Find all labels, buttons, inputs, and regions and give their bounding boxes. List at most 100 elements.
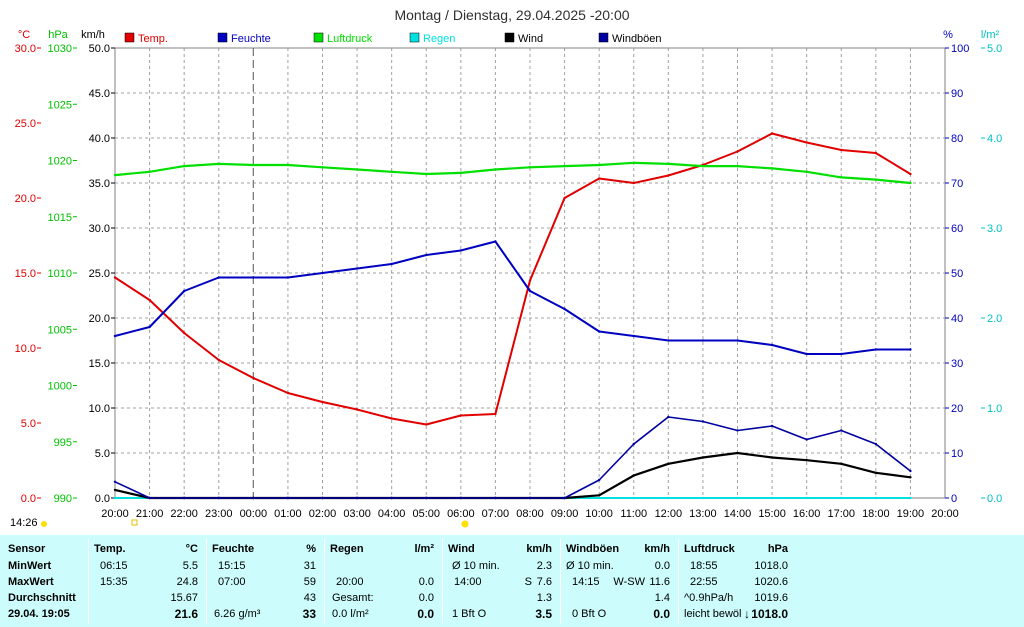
wind-legend-label: Wind: [518, 33, 543, 45]
press-line: [114, 161, 911, 185]
gust-max-value: 11.6: [649, 576, 670, 588]
hum-point: [252, 276, 255, 279]
wind-legend-swatch: [504, 32, 515, 43]
temp-tick-label: 15.0: [15, 268, 36, 280]
hum-point: [148, 325, 151, 329]
hum-point: [528, 289, 532, 293]
press-legend-swatch: [313, 32, 324, 43]
press-tick-label: 1025: [48, 99, 72, 111]
rain-tick-label: 3.0: [987, 223, 1002, 235]
wind-tick-label: 50.0: [89, 43, 110, 55]
gust-point: [355, 496, 359, 500]
rain-max-value: 0.0: [418, 576, 434, 588]
press-point: [736, 164, 739, 168]
rain-tick-label: 0.0: [987, 493, 1002, 505]
press-min-time: 18:55: [690, 560, 718, 572]
row-label-current: 29.04. 19:05: [8, 608, 70, 620]
rain-legend-label: Regen: [423, 33, 455, 45]
x-tick-label: 10:00: [585, 508, 613, 520]
press-tick-label: 1000: [48, 381, 72, 393]
temp-legend-swatch: [124, 32, 135, 43]
hum-point: [805, 352, 808, 356]
rain-legend-swatch: [409, 32, 420, 43]
row-label-avg: Durchschnitt: [8, 592, 76, 604]
temp-column: Temp. °C 06:15 5.5 15:35 24.8 15.67 21.6: [92, 535, 204, 627]
gust-legend-label: Windböen: [612, 33, 662, 45]
x-tick-label: 20:00: [101, 508, 129, 520]
x-tick-label: 04:00: [378, 508, 406, 520]
hum-tick-label: 70: [951, 178, 963, 190]
x-tick-label: 12:00: [655, 508, 683, 520]
hum-column: Feuchte % 15:15 31 07:00 59 43 6.26 g/m³…: [210, 535, 322, 627]
sunset-marker-icon: [131, 519, 138, 526]
wind-tick-label: 35.0: [89, 178, 110, 190]
gust-point: [770, 424, 774, 428]
x-tick-label: 20:00: [931, 508, 959, 520]
press-point: [667, 162, 670, 166]
hum-current-abs: 6.26 g/m³: [214, 608, 261, 620]
hum-min-time: 15:15: [218, 560, 246, 572]
press-point: [563, 164, 566, 168]
gust-point: [148, 496, 151, 500]
rain-point: [667, 496, 670, 500]
header-hum: Feuchte: [212, 543, 255, 555]
sun-note: 14:26: [10, 517, 38, 529]
press-point: [840, 176, 843, 179]
x-tick-label: 00:00: [240, 508, 268, 520]
wind-column: Wind km/h Ø 10 min. 2.3 14:00 S 7.6 1.3 …: [446, 535, 558, 627]
wind-tick-label: 15.0: [89, 358, 110, 370]
gust-point: [321, 496, 324, 500]
press-point: [113, 173, 117, 177]
press-point: [286, 163, 290, 167]
gust-point: [217, 496, 220, 500]
x-tick-label: 11:00: [620, 508, 647, 520]
hum-point: [286, 276, 290, 279]
sunrise-icon: [461, 520, 469, 528]
hum-min-value: 31: [303, 560, 316, 572]
temp-point: [597, 177, 601, 180]
x-tick-label: 19:00: [897, 508, 925, 520]
temp-point: [252, 376, 255, 380]
wind-tick-label: 30.0: [89, 223, 110, 235]
header-gust: Windböen: [566, 543, 620, 555]
hum-max-value: 59: [303, 576, 316, 588]
hum-point: [321, 271, 324, 275]
column-divider: [560, 538, 561, 624]
left-axes: 30.0 25.0 20.0 15.0 10.0 5.0 0.0 1030 1025 1020 10…: [15, 43, 115, 505]
hum-point: [182, 289, 186, 293]
hum-series: [113, 240, 912, 356]
wind-point: [736, 451, 739, 455]
wind-max-value: 7.6: [536, 576, 552, 588]
temp-max-value: 24.8: [176, 576, 198, 588]
hum-tick-label: 100: [951, 43, 969, 55]
temp-current-value: 21.6: [174, 607, 198, 621]
wind-point: [770, 456, 774, 459]
hum-avg-value: 43: [303, 592, 316, 604]
hum-legend-label: Feuchte: [231, 33, 271, 45]
rain-point: [805, 496, 808, 500]
wind-point: [701, 456, 705, 459]
wind-point: [909, 476, 912, 479]
hum-unit-label: %: [943, 29, 953, 41]
gust-avg-value: 1.4: [654, 592, 670, 604]
press-point: [597, 163, 601, 167]
temp-tick-label: 25.0: [15, 118, 36, 130]
press-avg-value: 1019.6: [754, 592, 788, 604]
rain-current-rate: 0.0 l/m²: [332, 608, 369, 620]
temp-point: [494, 412, 497, 416]
gust-point: [390, 496, 393, 500]
x-tick-label: 07:00: [482, 508, 510, 520]
temp-point: [182, 331, 186, 335]
x-tick-label: 01:00: [274, 508, 302, 520]
temp-point: [840, 148, 843, 152]
hum-point: [909, 348, 912, 351]
hum-tick-label: 80: [951, 133, 963, 145]
rain-current-value: 0.0: [417, 607, 434, 621]
x-tick-label: 13:00: [689, 508, 717, 520]
wind-point: [805, 459, 808, 462]
gust-point: [459, 496, 463, 500]
rain-point: [701, 496, 705, 500]
rain-point: [597, 496, 601, 500]
press-point: [632, 161, 635, 164]
